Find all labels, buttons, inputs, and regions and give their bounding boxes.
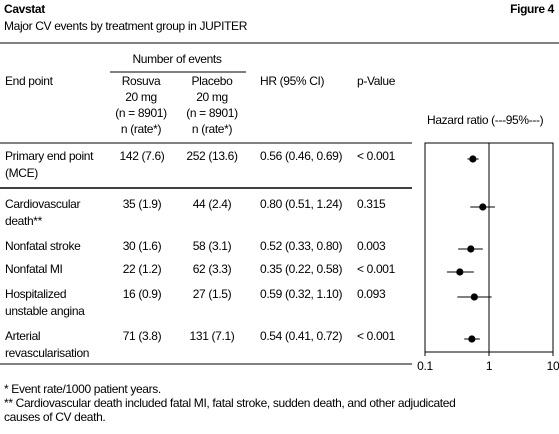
cell: 0.003 (357, 239, 386, 253)
cell: 0.093 (357, 287, 386, 301)
cell: 0.80 (0.51, 1.24) (260, 197, 342, 211)
cell: 58 (3.1) (193, 239, 232, 253)
cell: 142 (7.6) (120, 149, 165, 163)
footnote: * Event rate/1000 patient years. (4, 382, 161, 396)
cell: 0.59 (0.32, 1.10) (260, 287, 342, 301)
hazard-ratio (469, 155, 477, 163)
hazard-ratio (479, 203, 487, 211)
x-tick-label: 0.1 (417, 359, 433, 373)
cell: < 0.001 (357, 149, 396, 163)
end-point: Nonfatal MI (5, 262, 63, 276)
hazard-ratio (467, 245, 475, 253)
footnote: causes of CV death. (4, 410, 105, 424)
cell: 0.315 (357, 197, 386, 211)
column-header: p-Value (357, 74, 396, 88)
end-point: (MCE) (5, 166, 38, 180)
end-point: Nonfatal stroke (5, 239, 81, 253)
end-point: Cardiovascular (5, 197, 80, 211)
column-header: n (rate*) (192, 122, 233, 136)
cell: 0.35 (0.22, 0.58) (260, 262, 342, 276)
group-header: Number of events (132, 52, 221, 66)
hazard-ratio (468, 335, 476, 343)
column-header: (n = 8901) (115, 106, 167, 120)
end-point: revascularisation (5, 346, 89, 360)
end-point: Hospitalized (5, 287, 66, 301)
cell: 71 (3.8) (123, 329, 162, 343)
column-header: HR (95% CI) (260, 74, 325, 88)
end-point: unstable angina (5, 304, 85, 318)
cell: < 0.001 (357, 329, 396, 343)
x-tick-label: 10 (547, 359, 559, 373)
x-tick-label: 1 (486, 359, 493, 373)
column-header: Rosuva (122, 74, 161, 88)
column-header: n (rate*) (121, 122, 162, 136)
cell: 252 (13.6) (186, 149, 238, 163)
end-point: death** (5, 214, 43, 228)
cell: 27 (1.5) (193, 287, 232, 301)
column-header: 20 mg (196, 90, 228, 104)
cell: 62 (3.3) (193, 262, 232, 276)
cell: 35 (1.9) (123, 197, 162, 211)
footnote: ** Cardiovascular death included fatal M… (4, 396, 455, 410)
column-header: Placebo (192, 74, 234, 88)
cell: 0.56 (0.46, 0.69) (260, 149, 342, 163)
cell: 0.54 (0.41, 0.72) (260, 329, 342, 343)
cell: 30 (1.6) (123, 239, 162, 253)
figure-label: Figure 4 (510, 2, 555, 16)
hazard-ratio (456, 268, 464, 276)
cell: 22 (1.2) (123, 262, 162, 276)
hazard-ratio (470, 293, 478, 301)
cell: < 0.001 (357, 262, 396, 276)
column-header: 20 mg (125, 90, 157, 104)
cell: 16 (0.9) (123, 287, 162, 301)
end-point: Arterial (5, 329, 40, 343)
cell: 131 (7.1) (190, 329, 235, 343)
column-header: (n = 8901) (186, 106, 238, 120)
x-axis-label: Hazard ratio (---95%---) (427, 113, 544, 127)
cell: 0.52 (0.33, 0.80) (260, 239, 342, 253)
column-header: End point (5, 74, 54, 88)
subtitle: Major CV events by treatment group in JU… (4, 19, 248, 33)
cell: 44 (2.4) (193, 197, 232, 211)
end-point: Primary end point (5, 149, 94, 163)
title: Cavstat (4, 2, 45, 16)
